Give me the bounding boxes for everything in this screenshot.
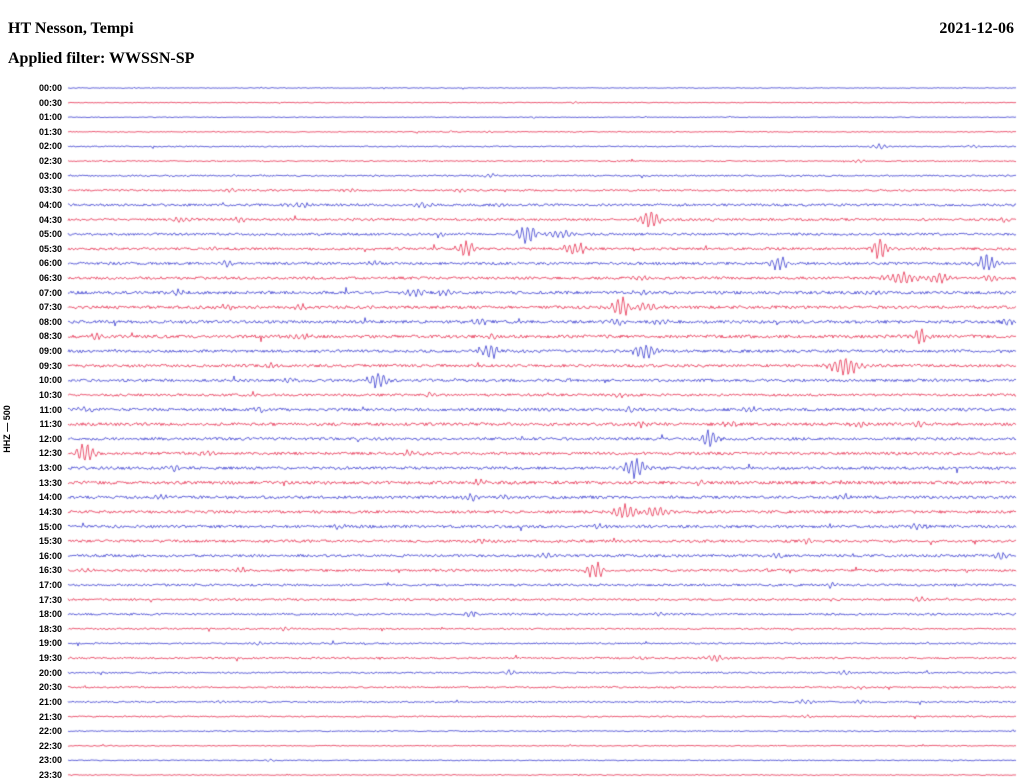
trace-time-label: 13:00 [38,463,62,474]
trace-time-label: 01:30 [38,126,62,137]
trace-time-label: 21:00 [38,696,62,707]
trace-time-label: 20:00 [38,667,62,678]
trace-time-label: 19:00 [38,638,62,649]
trace-time-label: 10:00 [38,375,62,386]
time-labels: 00:00 00:30 01:00 01:30 02:00 02:30 03:00 03:30… [0,0,68,780]
trace-time-label: 07:00 [38,287,62,298]
trace-time-label: 08:30 [38,331,62,342]
trace-time-label: 06:00 [38,258,62,269]
trace-time-label: 09:00 [38,346,62,357]
trace-time-label: 00:30 [38,97,62,108]
trace-time-label: 18:00 [38,609,62,620]
trace-time-label: 22:30 [38,740,62,751]
trace-time-label: 04:00 [38,199,62,210]
trace-time-label: 23:30 [38,770,62,780]
trace-time-label: 16:00 [38,550,62,561]
trace-time-label: 08:00 [38,316,62,327]
trace-time-label: 02:30 [38,156,62,167]
trace-time-label: 10:30 [38,389,62,400]
trace-time-label: 09:30 [38,360,62,371]
trace-time-label: 15:00 [38,521,62,532]
trace-time-label: 04:30 [38,214,62,225]
trace-time-label: 11:00 [39,404,62,415]
trace-time-label: 19:30 [38,653,62,664]
trace-time-label: 03:30 [38,185,62,196]
trace-time-label: 12:30 [38,448,62,459]
trace-time-label: 21:30 [38,711,62,722]
trace-time-label: 23:00 [38,755,62,766]
trace-time-label: 17:30 [38,594,62,605]
trace-time-label: 13:30 [38,477,62,488]
trace-time-label: 18:30 [38,623,62,634]
trace-time-label: 00:00 [38,83,62,93]
trace-time-label: 01:00 [38,112,62,123]
trace-time-label: 07:30 [38,302,62,313]
trace-time-label: 12:00 [38,433,62,444]
trace-time-label: 20:30 [38,682,62,693]
trace-time-label: 06:30 [38,273,62,284]
trace-time-label: 14:30 [38,506,62,517]
trace-time-label: 03:00 [38,170,62,181]
trace-time-label: 05:00 [38,229,62,240]
trace-time-label: 17:00 [38,579,62,590]
trace-time-label: 15:30 [38,536,62,547]
trace-time-label: 16:30 [38,565,62,576]
trace-time-label: 14:00 [38,492,62,503]
trace-time-label: 05:30 [38,243,62,254]
trace-time-label: 22:00 [38,726,62,737]
trace-time-label: 11:30 [39,419,62,430]
trace-time-label: 02:00 [38,141,62,152]
